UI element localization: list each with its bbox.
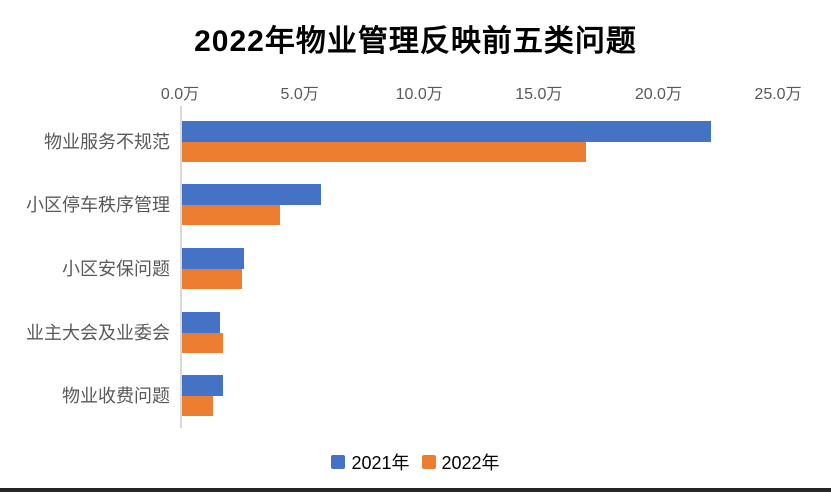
bar-2022	[182, 332, 223, 353]
category-label: 小区安保问题	[62, 259, 170, 279]
y-axis-line	[180, 106, 182, 428]
legend-item-2022: 2022年	[421, 449, 500, 475]
legend-swatch-2022	[421, 455, 436, 469]
legend-swatch-2021	[331, 455, 346, 469]
bar-2022	[182, 396, 214, 417]
x-axis-tick-label: 5.0万	[280, 86, 319, 103]
window-bottom-border	[0, 488, 831, 492]
x-axis-tick-label: 25.0万	[754, 86, 802, 103]
bar-2021	[182, 184, 321, 206]
chart-title: 2022年物业管理反映前五类问题	[194, 25, 637, 58]
bar-2021	[182, 120, 711, 142]
x-axis-tick-label: 10.0万	[395, 86, 443, 103]
x-axis-tick-label: 0.0万	[160, 86, 200, 103]
bar-2021	[182, 375, 223, 397]
legend: 2021年 2022年	[0, 449, 831, 475]
legend-label: 2022年	[441, 453, 500, 473]
x-axis-tick-label: 20.0万	[634, 86, 682, 103]
bar-2022	[182, 205, 281, 226]
bar-2022	[182, 141, 587, 162]
category-label: 业主大会及业委会	[26, 322, 170, 343]
bar-2022	[182, 269, 242, 289]
x-axis-tick-label: 15.0万	[515, 86, 563, 103]
category-label: 小区停车秩序管理	[26, 195, 170, 216]
bar-2021	[182, 248, 245, 269]
legend-label: 2021年	[351, 453, 410, 473]
bar-2021	[182, 311, 221, 333]
category-label: 物业收费问题	[62, 386, 170, 407]
legend-item-2021: 2021年	[331, 449, 410, 475]
category-label: 物业服务不规范	[44, 131, 170, 152]
